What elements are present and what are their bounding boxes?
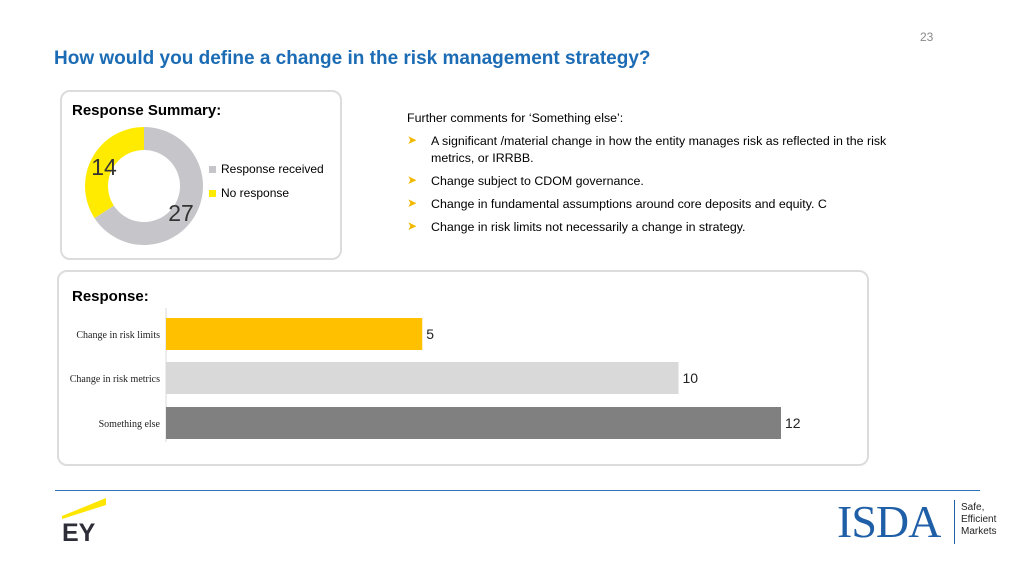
bar-category-label: Something else (99, 419, 161, 430)
ey-logo: EY (62, 498, 106, 547)
donut-slice-response-received (94, 127, 203, 245)
isda-logo: ISDA (837, 496, 941, 547)
legend-label-no-response: No response (221, 186, 290, 200)
legend-label-response-received: Response received (221, 162, 324, 176)
comment-text: Change in fundamental assumptions around… (431, 197, 827, 211)
bar-category-label: Change in risk limits (76, 330, 160, 341)
comment-item: ➤ Change in fundamental assumptions arou… (407, 196, 927, 213)
footer-divider (55, 490, 980, 491)
comments-heading: Further comments for ‘Something else’: (407, 111, 624, 125)
page-number: 23 (920, 30, 934, 44)
page-title: How would you define a change in the ris… (54, 48, 651, 69)
comment-text: Change in risk limits not necessarily a … (431, 220, 746, 234)
isda-tagline-line: Safe, (961, 502, 985, 513)
bar-change-in-risk-metrics (166, 362, 679, 394)
further-comments: Further comments for ‘Something else’: ➤… (407, 110, 927, 242)
donut-data-label: 27 (168, 200, 194, 226)
donut-slice-no-response (85, 127, 144, 219)
legend-swatch-no-response (209, 190, 216, 197)
arrow-bullet-icon: ➤ (407, 196, 418, 210)
bar-data-label: 10 (683, 370, 699, 386)
isda-tagline: Safe, Efficient Markets (961, 502, 1021, 538)
response-summary-title: Response Summary: (72, 102, 222, 119)
bar-change-in-risk-limits (166, 318, 423, 350)
svg-text:EY: EY (62, 519, 96, 547)
donut-data-label: 14 (91, 154, 117, 180)
arrow-bullet-icon: ➤ (407, 133, 418, 147)
bar-data-label: 5 (426, 326, 434, 342)
bar-data-label: 12 (785, 415, 801, 431)
comment-item: ➤ Change subject to CDOM governance. (407, 173, 927, 190)
response-summary-donut-chart: 27 14 (85, 127, 203, 245)
comment-text: Change subject to CDOM governance. (431, 174, 644, 188)
arrow-bullet-icon: ➤ (407, 219, 418, 233)
isda-tagline-line: Efficient (961, 514, 997, 525)
comment-item: ➤ A significant /material change in how … (407, 133, 927, 167)
comment-item: ➤ Change in risk limits not necessarily … (407, 219, 927, 236)
bar-something-else (166, 407, 781, 439)
legend-swatch-response-received (209, 166, 216, 173)
comment-text: A significant /material change in how th… (431, 134, 887, 165)
response-title: Response: (72, 288, 149, 305)
isda-tagline-line: Markets (961, 526, 997, 537)
arrow-bullet-icon: ➤ (407, 173, 418, 187)
isda-logo-divider (954, 500, 955, 544)
bar-category-label: Change in risk metrics (70, 374, 160, 385)
